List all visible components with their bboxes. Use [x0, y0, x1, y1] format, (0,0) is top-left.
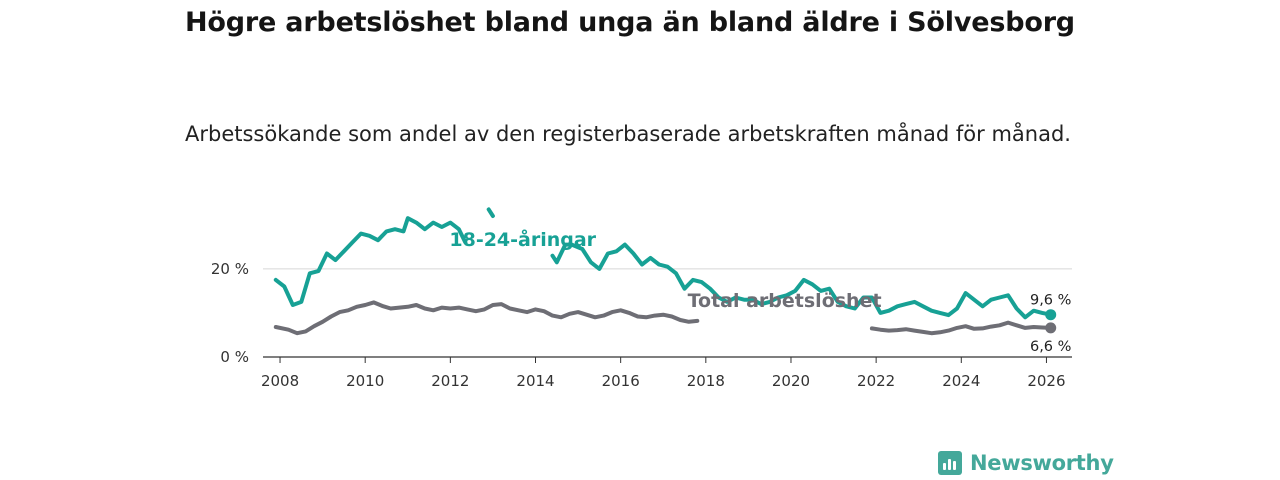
y-tick-label: 0 %	[220, 348, 249, 366]
x-tick-label: 2020	[772, 372, 810, 390]
newsworthy-logo-icon	[938, 451, 962, 475]
total-series-line	[273, 300, 700, 336]
y-axis: 0 % 20 %	[211, 260, 249, 366]
x-tick-label: 2014	[516, 372, 554, 390]
youth-series-line	[273, 216, 468, 307]
newsworthy-logo-text: Newsworthy	[970, 451, 1114, 475]
newsworthy-logo[interactable]: Newsworthy	[938, 448, 1114, 478]
youth-series-label: 18-24-åringar	[449, 227, 596, 251]
x-tick-label: 2010	[346, 372, 384, 390]
youth-series-line	[486, 207, 495, 218]
x-tick-label: 2022	[857, 372, 895, 390]
youth-series-line	[550, 242, 1053, 320]
y-tick-label: 20 %	[211, 260, 249, 278]
youth-end-value-label: 9,6 %	[1030, 293, 1071, 309]
x-tick-label: 2016	[602, 372, 640, 390]
series-labels: 18-24-åringar Total arbetslöshet 9,6 % 6,6 …	[449, 227, 1071, 355]
total-end-point	[1045, 322, 1057, 334]
total-end-value-label: 6,6 %	[1030, 339, 1071, 355]
youth-end-point	[1045, 309, 1057, 321]
total-series-line	[869, 320, 1053, 336]
x-tick-label: 2024	[942, 372, 980, 390]
total-series-label: Total arbetslöshet	[688, 290, 882, 312]
x-tick-label: 2026	[1027, 372, 1065, 390]
x-tick-label: 2008	[261, 372, 299, 390]
chart-subtitle: Arbetssökande som andel av den registerb…	[185, 122, 1071, 146]
x-tick-label: 2012	[431, 372, 469, 390]
x-tick-label: 2018	[687, 372, 725, 390]
chart-title: Högre arbetslöshet bland unga än bland ä…	[185, 7, 1075, 38]
series-lines	[273, 207, 1057, 336]
x-axis: 2008 2010 2012 2014 2016 2018 2020 2022 2024 2026	[261, 356, 1072, 390]
